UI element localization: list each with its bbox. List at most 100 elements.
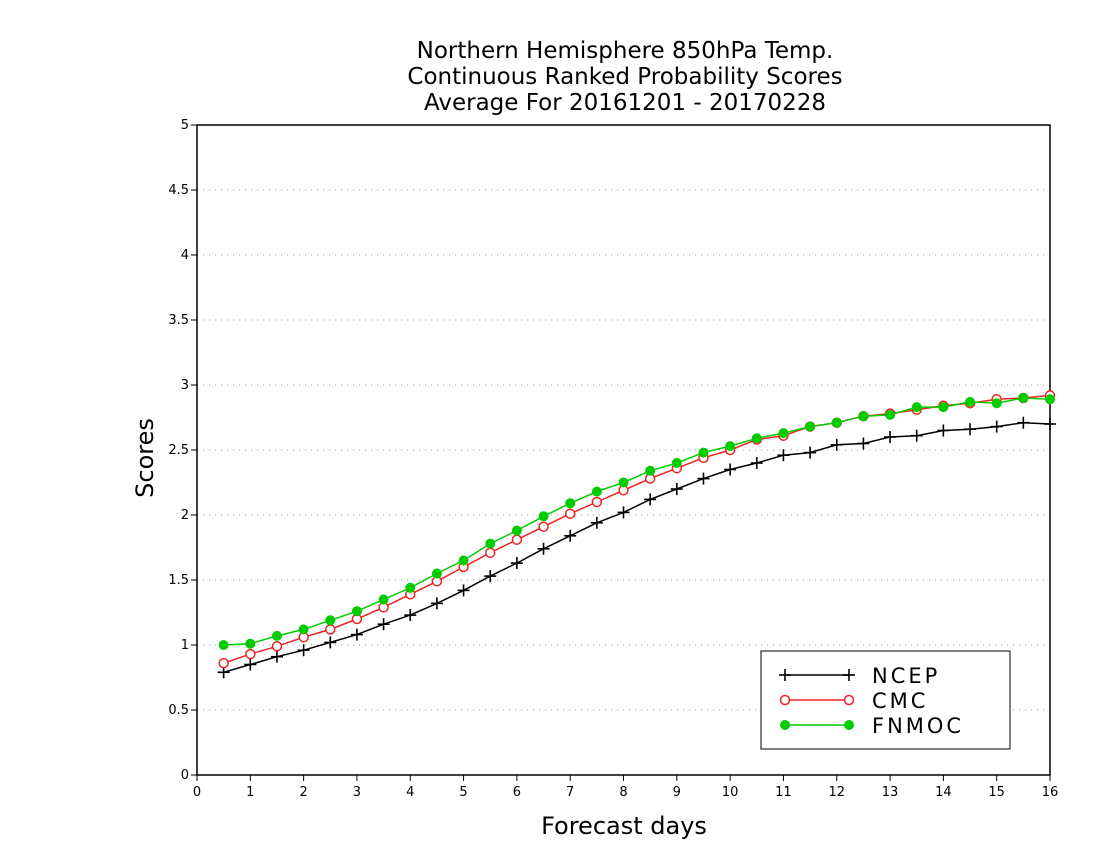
x-axis-label: Forecast days	[541, 812, 707, 840]
data-point-filled-circle	[698, 447, 709, 458]
y-tick-label: 0.5	[168, 703, 189, 718]
chart-title-line-1: Northern Hemisphere 850hPa Temp.	[417, 38, 834, 64]
data-point-filled-circle	[885, 409, 896, 420]
data-point-filled-circle	[351, 606, 362, 617]
y-axis-label: Scores	[131, 418, 159, 498]
data-point-plus	[244, 658, 257, 671]
data-point-filled-circle	[245, 638, 256, 649]
x-tick-label: 15	[988, 785, 1005, 800]
data-point-open-circle	[484, 547, 496, 558]
data-point-open-circle	[564, 508, 576, 519]
chart-title: Northern Hemisphere 850hPa Temp. Continu…	[407, 38, 842, 116]
x-tick-label: 2	[299, 785, 307, 800]
data-point-plus	[777, 449, 790, 462]
legend-label-ncep: NCEP	[872, 664, 940, 688]
data-point-open-circle	[511, 534, 523, 545]
data-point-filled-circle	[805, 421, 816, 432]
data-point-plus	[804, 446, 817, 459]
data-point-plus	[779, 669, 791, 681]
data-point-plus	[510, 557, 523, 570]
data-point-plus	[937, 424, 950, 437]
data-point-plus	[270, 650, 283, 663]
x-axis-ticks: 0 1 2 3 4 5 6 7 8 9 10 11 12 13 14 15 16	[193, 775, 1058, 800]
data-point-plus	[697, 472, 710, 485]
series-line-cmc	[223, 394, 1051, 664]
y-tick-label: 4	[181, 248, 189, 263]
data-point-filled-circle	[618, 477, 629, 488]
data-point-filled-circle	[991, 398, 1002, 409]
x-tick-label: 6	[513, 785, 521, 800]
data-point-filled-circle	[938, 402, 949, 413]
data-point-filled-circle	[565, 498, 576, 509]
y-tick-label: 1.5	[168, 573, 189, 588]
series-line-fnmoc	[223, 397, 1051, 646]
data-point-filled-circle	[671, 458, 682, 468]
data-point-open-circle	[538, 521, 549, 532]
y-tick-label: 2	[181, 508, 189, 523]
data-point-filled-circle	[325, 615, 336, 626]
data-point-plus	[377, 618, 390, 631]
legend-label-cmc: CMC	[872, 689, 928, 713]
x-tick-label: 7	[566, 785, 574, 800]
data-point-plus	[843, 669, 855, 681]
data-point-plus	[644, 493, 657, 506]
series-line-ncep	[223, 421, 1051, 674]
series-fnmoc	[218, 393, 1055, 650]
x-tick-label: 4	[406, 785, 414, 800]
data-point-open-circle	[591, 496, 603, 508]
data-point-plus	[484, 570, 497, 583]
data-point-open-circle	[779, 694, 791, 706]
x-tick-label: 10	[722, 785, 739, 800]
data-point-filled-circle	[778, 428, 789, 439]
y-tick-label: 4.5	[168, 183, 189, 198]
y-tick-label: 0	[181, 768, 189, 783]
data-point-filled-circle	[1018, 393, 1029, 403]
data-point-filled-circle	[831, 417, 842, 428]
y-tick-label: 1	[181, 638, 189, 653]
data-point-filled-circle	[431, 568, 442, 579]
data-point-filled-circle	[458, 555, 469, 566]
series-ncep	[217, 416, 1056, 679]
chart-title-line-3: Average For 20161201 - 20170228	[424, 90, 826, 116]
data-point-plus	[1044, 418, 1056, 430]
legend-item-ncep: NCEP	[779, 664, 940, 688]
data-point-plus	[564, 529, 577, 542]
data-point-filled-circle	[271, 630, 282, 641]
data-point-plus	[457, 584, 470, 597]
data-point-filled-circle	[378, 594, 389, 605]
data-point-open-circle	[245, 648, 256, 660]
y-axis-ticks: 0 0.5 1 1.5 2 2.5 3 3.5 4 4.5 5	[168, 118, 197, 783]
data-point-plus	[910, 429, 923, 442]
x-tick-label: 13	[882, 785, 899, 800]
legend-item-fnmoc: FNMOC	[780, 714, 961, 738]
x-tick-label: 14	[935, 785, 952, 800]
data-point-filled-circle	[725, 441, 736, 452]
x-tick-label: 16	[1042, 785, 1059, 800]
data-point-plus	[590, 516, 603, 529]
data-point-plus	[750, 457, 763, 469]
data-point-filled-circle	[218, 640, 229, 650]
y-tick-label: 5	[181, 118, 189, 133]
data-point-plus	[297, 644, 310, 657]
data-point-filled-circle	[298, 624, 309, 635]
data-point-plus	[324, 636, 337, 649]
legend-item-cmc: CMC	[779, 689, 928, 713]
data-point-filled-circle	[751, 433, 762, 444]
y-tick-label: 2.5	[168, 443, 189, 458]
x-tick-label: 0	[193, 785, 201, 800]
data-point-plus	[857, 437, 870, 450]
series-markers-fnmoc	[218, 393, 1055, 650]
series-markers-cmc	[218, 390, 1056, 669]
data-point-plus	[350, 628, 363, 641]
data-point-plus	[964, 423, 977, 436]
data-point-filled-circle	[645, 465, 656, 476]
series-cmc	[218, 390, 1056, 669]
data-point-filled-circle	[780, 720, 790, 730]
data-point-filled-circle	[591, 486, 602, 497]
data-point-plus	[404, 609, 417, 622]
data-point-filled-circle	[405, 582, 416, 593]
data-point-open-circle	[218, 657, 229, 669]
